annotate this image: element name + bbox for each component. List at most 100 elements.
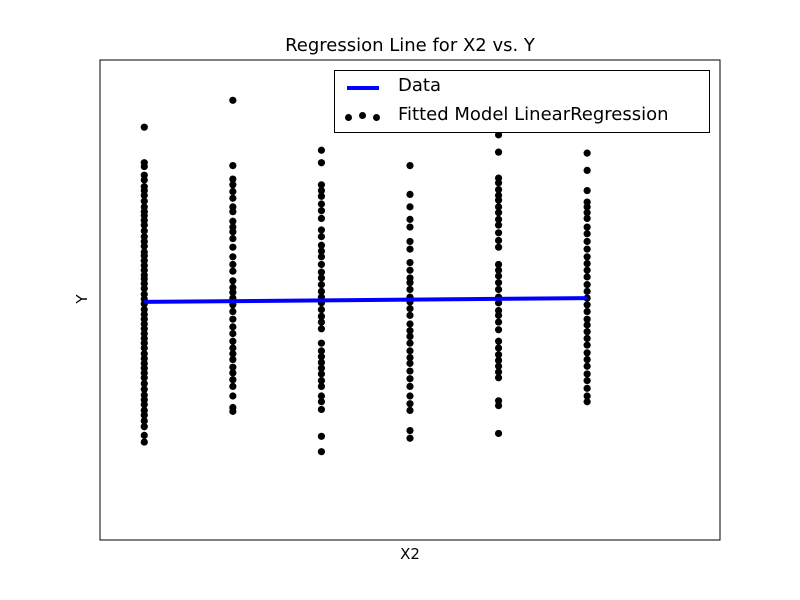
data-point	[583, 377, 591, 385]
regression-line-layer	[144, 296, 588, 304]
data-point	[229, 187, 237, 196]
data-point	[494, 203, 503, 211]
data-point	[229, 323, 237, 331]
data-point	[494, 326, 503, 334]
data-point	[229, 277, 237, 285]
data-point	[140, 242, 148, 250]
data-point	[583, 355, 591, 364]
data-point	[229, 228, 237, 236]
data-point	[494, 368, 503, 376]
data-point	[406, 305, 414, 313]
data-point	[494, 236, 503, 245]
data-point	[406, 339, 414, 347]
data-point	[229, 382, 237, 390]
data-point	[140, 374, 148, 382]
legend-dots-swatch	[343, 112, 383, 124]
data-point	[317, 186, 326, 195]
data-point	[583, 203, 591, 211]
data-point	[406, 245, 414, 253]
data-point	[494, 131, 503, 139]
data-point	[583, 307, 591, 316]
data-point	[583, 214, 591, 222]
y-axis-label: Y	[73, 294, 91, 304]
data-point	[140, 284, 148, 293]
data-point	[406, 223, 414, 231]
data-point	[583, 315, 591, 323]
data-point	[583, 237, 591, 246]
data-point	[583, 341, 591, 349]
legend-item-data: Data	[335, 73, 709, 101]
data-point	[406, 382, 414, 390]
data-point	[317, 214, 326, 222]
regression-line	[144, 296, 588, 304]
data-point	[494, 429, 503, 438]
data-point	[494, 179, 503, 187]
data-point	[406, 332, 414, 341]
data-point	[317, 192, 326, 200]
data-point	[406, 285, 414, 294]
data-point	[583, 384, 591, 392]
data-point	[406, 359, 414, 367]
data-point	[494, 229, 503, 237]
data-point	[406, 327, 414, 335]
data-point	[583, 362, 591, 370]
data-point	[583, 223, 591, 231]
data-point	[229, 243, 237, 251]
data-point	[317, 233, 326, 241]
data-point	[494, 148, 503, 156]
data-point	[406, 406, 414, 414]
x-axis-label: X2	[400, 545, 420, 563]
data-point	[583, 149, 591, 157]
data-point	[494, 272, 503, 280]
data-point	[406, 266, 414, 274]
data-point	[229, 344, 237, 352]
data-point	[229, 175, 237, 183]
data-point	[494, 209, 503, 217]
data-point	[583, 166, 591, 174]
data-point	[494, 374, 503, 382]
data-point	[317, 325, 326, 333]
data-point	[317, 370, 326, 378]
data-point	[494, 266, 503, 274]
data-point	[317, 353, 326, 361]
data-point	[229, 234, 237, 243]
data-point	[317, 200, 326, 208]
data-point	[494, 215, 503, 223]
data-point	[317, 339, 326, 347]
data-point	[229, 315, 237, 323]
data-point	[317, 181, 326, 189]
data-point	[494, 196, 503, 204]
data-point	[494, 356, 503, 365]
data-point	[583, 186, 591, 195]
data-point	[494, 285, 503, 294]
data-point	[494, 186, 503, 194]
data-point	[494, 362, 503, 370]
chart-title: Regression Line for X2 vs. Y	[285, 35, 535, 56]
data-point	[583, 398, 591, 406]
data-point	[317, 260, 326, 269]
data-point	[140, 379, 148, 388]
data-point	[317, 253, 326, 261]
data-point	[317, 247, 326, 255]
data-point	[494, 318, 503, 326]
data-point	[317, 347, 326, 355]
data-point	[317, 146, 326, 154]
data-point	[406, 190, 414, 198]
data-point	[317, 318, 326, 326]
data-point	[229, 337, 237, 345]
data-point	[494, 311, 503, 319]
data-point	[494, 299, 503, 307]
data-point	[317, 281, 326, 289]
data-point	[229, 363, 237, 371]
data-point	[140, 431, 148, 439]
data-point	[140, 401, 148, 409]
data-point	[583, 321, 591, 329]
plot-frame	[99, 59, 721, 541]
data-point	[583, 253, 591, 261]
data-point	[317, 312, 326, 320]
data-point	[406, 279, 414, 287]
data-point	[229, 392, 237, 400]
data-point	[406, 237, 414, 246]
data-point	[229, 407, 237, 415]
